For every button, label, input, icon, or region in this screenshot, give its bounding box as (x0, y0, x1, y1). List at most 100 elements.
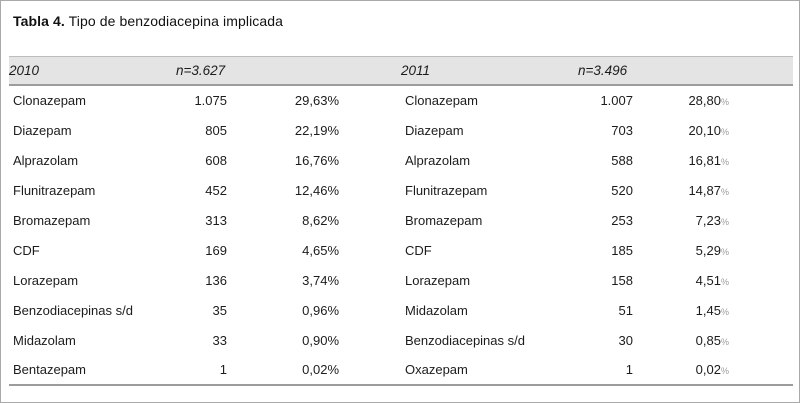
drug-name-2010: Benzodiacepinas s/d (13, 302, 133, 318)
drug-name-2010: Flunitrazepam (13, 182, 96, 198)
percent-sign: % (327, 302, 339, 318)
drug-name-2010: Bromazepam (13, 212, 91, 228)
column-gap (339, 205, 401, 235)
row-tail (729, 205, 793, 235)
drug-name-2011: Benzodiacepinas s/d (405, 332, 525, 348)
drug-pct-2011: 5,29% (695, 242, 729, 258)
drug-pct-2010: 12,46% (294, 182, 339, 198)
benzodiazepine-table: 2010 n=3.627 2011 n=3.496 Clonazepam 1.07… (9, 56, 793, 386)
percent-sign: % (327, 152, 339, 168)
table-row: CDF 169 4,65% CDF 185 5,29% (9, 235, 793, 265)
drug-name-2011: Clonazepam (405, 93, 478, 108)
row-tail (729, 235, 793, 265)
drug-pct-2010: 0,96% (302, 302, 339, 318)
drug-pct-2010: 29,63% (294, 93, 339, 108)
drug-name-2010: Alprazolam (13, 152, 79, 168)
drug-count-2010: 169 (205, 242, 227, 258)
drug-count-2010: 33 (212, 332, 227, 348)
n-2010-label: n=3.627 (176, 56, 339, 86)
drug-count-2010: 35 (212, 302, 227, 318)
drug-name-2011: Flunitrazepam (405, 182, 488, 198)
row-tail (729, 175, 793, 205)
table-row: Bentazepam 1 0,02% Oxazepam 1 0,02% (9, 355, 793, 385)
drug-pct-2011: 0,85% (695, 332, 729, 348)
drug-name-2011: CDF (405, 242, 432, 258)
drug-name-2011: Diazepam (405, 122, 464, 138)
table-row: Bromazepam 313 8,62% Bromazepam 253 7,23% (9, 205, 793, 235)
column-gap (339, 355, 401, 385)
table-row: Lorazepam 136 3,74% Lorazepam 158 4,51% (9, 265, 793, 295)
percent-sign: % (327, 212, 339, 228)
percent-sign: % (720, 126, 729, 137)
percent-sign: % (720, 186, 729, 197)
percent-sign: % (720, 156, 729, 167)
column-gap (339, 265, 401, 295)
drug-pct-2011: 16,81% (688, 152, 729, 168)
row-tail (729, 295, 793, 325)
table-number: Tabla 4. (13, 13, 65, 29)
drug-count-2010: 136 (205, 272, 227, 288)
drug-count-2011: 158 (611, 272, 633, 288)
percent-sign: % (720, 276, 729, 287)
table-row: Alprazolam 608 16,76% Alprazolam 588 16,81% (9, 145, 793, 175)
row-tail (729, 355, 793, 385)
drug-count-2011: 30 (618, 332, 633, 348)
table-caption: Tipo de benzodiacepina implicada (68, 13, 284, 29)
drug-name-2010: Diazepam (13, 122, 72, 138)
drug-count-2010: 452 (205, 182, 227, 198)
drug-name-2011: Lorazepam (405, 272, 471, 288)
drug-count-2010: 313 (205, 212, 227, 228)
drug-pct-2010: 22,19% (294, 122, 339, 138)
drug-pct-2011: 1,45% (695, 302, 729, 318)
drug-count-2011: 1 (625, 362, 633, 377)
table-row: Clonazepam 1.075 29,63% Clonazepam 1.007 28,8… (9, 85, 793, 115)
row-tail (729, 265, 793, 295)
drug-count-2011: 185 (611, 242, 633, 258)
drug-count-2010: 1 (219, 362, 227, 377)
year-2010-label: 2010 (9, 56, 176, 86)
drug-count-2010: 805 (205, 122, 227, 138)
drug-count-2010: 1.075 (194, 93, 227, 108)
drug-pct-2011: 4,51% (695, 272, 729, 288)
drug-pct-2010: 4,65% (302, 242, 339, 258)
year-2011-label: 2011 (401, 56, 578, 86)
figure-title: Tabla 4. Tipo de benzodiacepina implicad… (13, 13, 787, 29)
row-tail (729, 85, 793, 115)
percent-sign: % (327, 332, 339, 348)
percent-sign: % (327, 182, 339, 198)
percent-sign: % (327, 272, 339, 288)
drug-count-2011: 1.007 (600, 93, 633, 108)
drug-count-2011: 253 (611, 212, 633, 228)
drug-name-2010: Midazolam (13, 332, 76, 348)
n-2011-label: n=3.496 (578, 56, 729, 86)
percent-sign: % (327, 93, 339, 108)
drug-pct-2010: 0,90% (302, 332, 339, 348)
drug-name-2011: Alprazolam (405, 152, 471, 168)
header-tail (729, 56, 793, 86)
drug-name-2010: Bentazepam (13, 362, 86, 377)
drug-name-2010: Clonazepam (13, 93, 86, 108)
drug-pct-2011: 28,80% (688, 93, 729, 108)
percent-sign: % (720, 336, 729, 347)
percent-sign: % (327, 362, 339, 377)
row-tail (729, 115, 793, 145)
drug-count-2011: 703 (611, 122, 633, 138)
drug-count-2011: 51 (618, 302, 633, 318)
table-body: Clonazepam 1.075 29,63% Clonazepam 1.007 28,8… (9, 85, 793, 385)
drug-pct-2010: 16,76% (294, 152, 339, 168)
drug-name-2010: CDF (13, 242, 40, 258)
table-row: Flunitrazepam 452 12,46% Flunitrazepam 520 14… (9, 175, 793, 205)
drug-count-2010: 608 (205, 152, 227, 168)
drug-pct-2011: 7,23% (695, 212, 729, 228)
header-gap (339, 56, 401, 86)
column-gap (339, 175, 401, 205)
drug-pct-2010: 0,02% (302, 362, 339, 377)
drug-name-2011: Bromazepam (405, 212, 483, 228)
percent-sign: % (720, 246, 729, 257)
drug-pct-2011: 20,10% (688, 122, 729, 138)
table-row: Midazolam 33 0,90% Benzodiacepinas s/d 30 0,8… (9, 325, 793, 355)
drug-pct-2011: 0,02% (695, 362, 729, 377)
drug-name-2010: Lorazepam (13, 272, 79, 288)
column-gap (339, 115, 401, 145)
